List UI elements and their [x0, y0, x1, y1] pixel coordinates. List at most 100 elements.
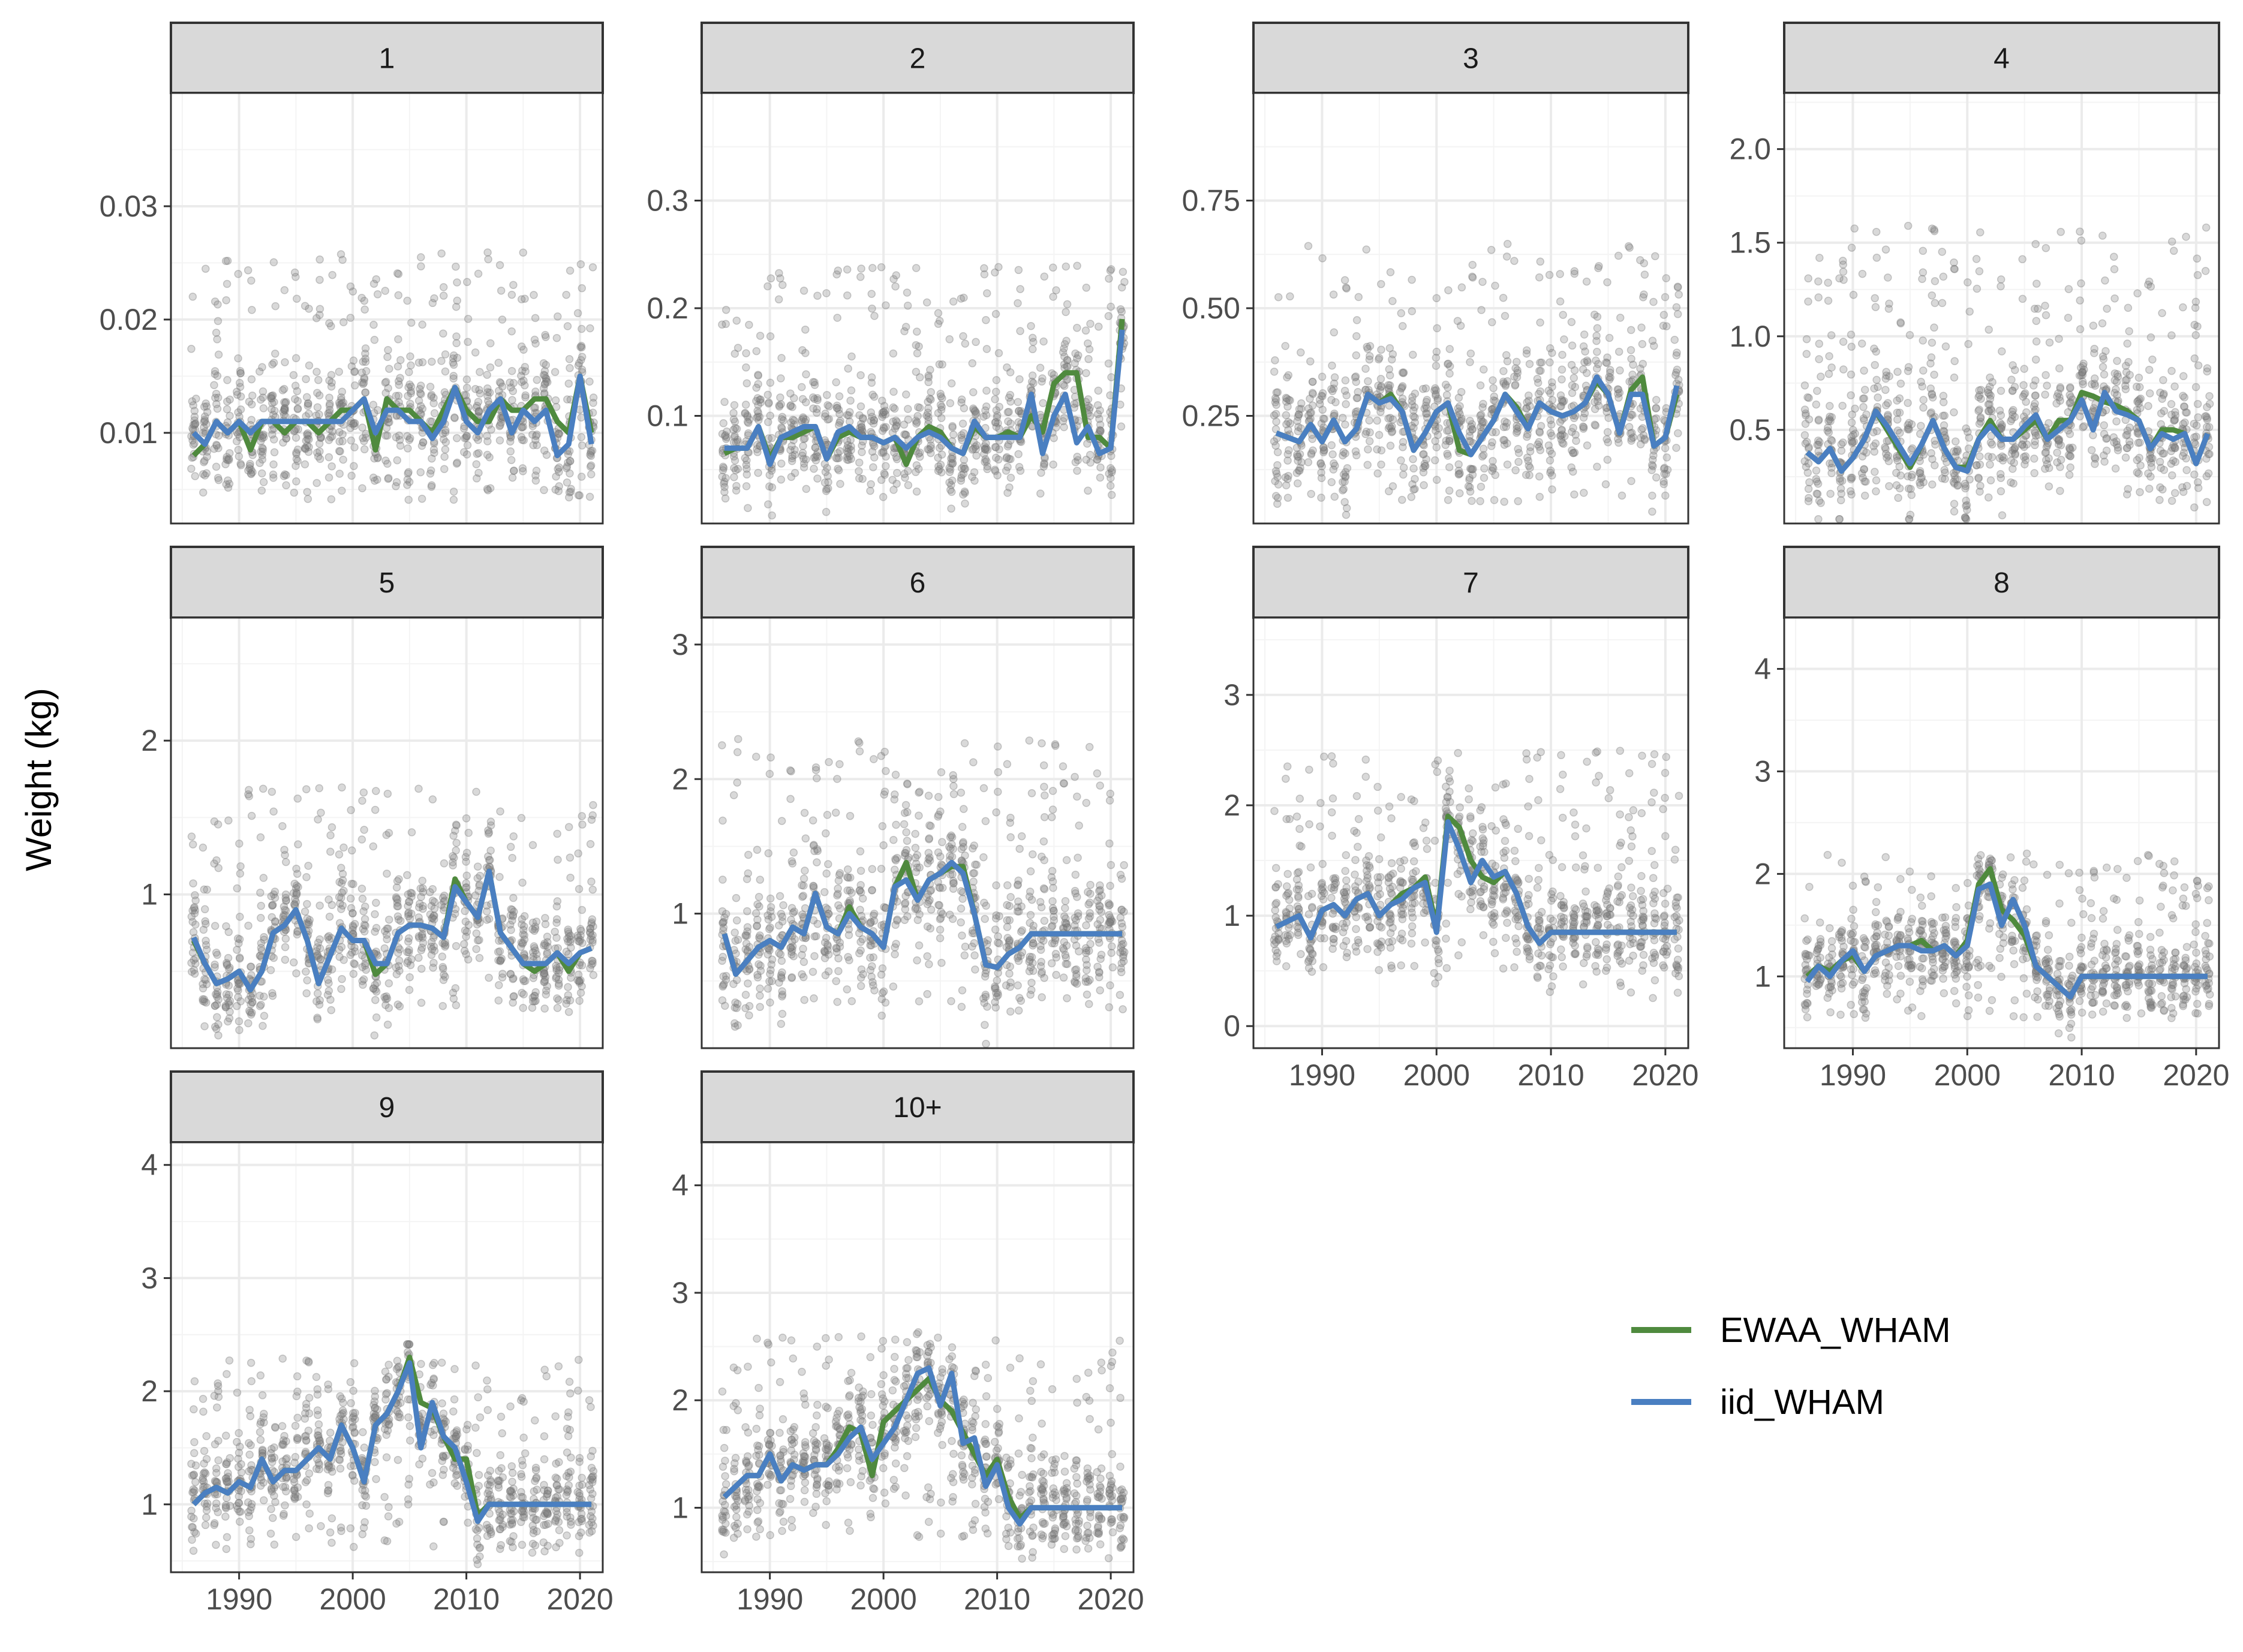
- observation-point: [764, 500, 772, 508]
- observation-point: [1904, 221, 1913, 230]
- observation-point: [959, 332, 967, 341]
- observation-point: [203, 408, 212, 417]
- observation-point: [551, 396, 560, 405]
- observation-point: [1271, 410, 1280, 419]
- observation-point: [868, 390, 877, 399]
- observation-point: [2168, 471, 2176, 480]
- observation-point: [834, 967, 843, 976]
- observation-point: [763, 282, 772, 291]
- observation-point: [315, 447, 324, 456]
- observation-point: [2144, 402, 2152, 410]
- observation-point: [721, 494, 730, 503]
- observation-point: [786, 766, 795, 775]
- observation-point: [281, 358, 289, 366]
- observation-point: [937, 405, 946, 414]
- observation-point: [774, 295, 783, 304]
- observation-point: [221, 257, 230, 266]
- observation-point: [393, 877, 402, 886]
- observation-point: [483, 486, 492, 495]
- observation-point: [452, 838, 461, 847]
- observation-point: [453, 278, 461, 287]
- observation-point: [2031, 240, 2040, 248]
- observation-point: [302, 393, 311, 402]
- observation-point: [1107, 265, 1116, 273]
- observation-point: [338, 430, 347, 438]
- observation-point: [1824, 278, 1832, 287]
- observation-point: [202, 399, 210, 408]
- observation-point: [1872, 487, 1880, 496]
- observation-point: [292, 864, 300, 873]
- observation-point: [718, 982, 727, 991]
- observation-point: [518, 989, 526, 997]
- observation-point: [303, 914, 312, 923]
- observation-point: [755, 902, 763, 911]
- observation-point: [403, 476, 412, 484]
- observation-point: [776, 950, 785, 959]
- observation-point: [279, 408, 288, 416]
- observation-point: [585, 377, 594, 386]
- observation-point: [589, 801, 597, 810]
- observation-point: [348, 287, 357, 296]
- observation-point: [440, 465, 449, 473]
- observation-point: [212, 856, 221, 865]
- observation-point: [730, 1022, 739, 1031]
- observation-point: [1491, 471, 1500, 479]
- observation-point: [2159, 376, 2167, 384]
- observation-point: [278, 386, 287, 395]
- observation-point: [1397, 456, 1405, 465]
- observation-point: [476, 368, 484, 377]
- observation-point: [982, 316, 990, 324]
- observation-point: [993, 413, 1002, 422]
- observation-point: [1492, 428, 1501, 437]
- observation-point: [370, 336, 379, 344]
- observation-point: [280, 404, 289, 413]
- observation-point: [247, 466, 255, 474]
- observation-point: [1661, 293, 1670, 302]
- observation-point: [471, 348, 480, 357]
- observation-point: [214, 444, 223, 453]
- observation-point: [279, 472, 288, 480]
- observation-point: [528, 997, 537, 1006]
- observation-point: [1003, 453, 1011, 462]
- observation-point: [813, 474, 822, 483]
- observation-point: [357, 884, 366, 893]
- observation-point: [2202, 223, 2211, 232]
- observation-point: [369, 320, 378, 329]
- observation-point: [1558, 375, 1566, 384]
- observation-point: [1307, 408, 1315, 417]
- observation-point: [2041, 371, 2050, 380]
- observation-point: [1503, 460, 1512, 469]
- observation-point: [924, 416, 933, 425]
- observation-point: [1002, 467, 1011, 475]
- observation-point: [1490, 496, 1499, 504]
- observation-point: [937, 414, 946, 422]
- observation-point: [259, 478, 268, 486]
- observation-point: [540, 486, 548, 495]
- observation-point: [566, 873, 575, 882]
- observation-point: [255, 459, 264, 467]
- observation-point: [293, 294, 301, 303]
- observation-point: [357, 368, 366, 377]
- observation-point: [281, 890, 290, 899]
- observation-point: [2008, 407, 2016, 416]
- observation-point: [1377, 345, 1385, 354]
- observation-point: [200, 402, 209, 411]
- y-tick-label: 0.02: [100, 303, 158, 336]
- observation-point: [1316, 400, 1324, 408]
- observation-point: [1648, 491, 1656, 500]
- observation-point: [361, 344, 370, 353]
- observation-point: [418, 877, 427, 885]
- observation-point: [314, 815, 322, 824]
- observation-point: [1570, 490, 1578, 499]
- observation-point: [509, 893, 518, 902]
- observation-point: [1804, 497, 1813, 505]
- observation-point: [2145, 485, 2154, 493]
- observation-point: [1499, 435, 1508, 444]
- observation-point: [1339, 486, 1347, 495]
- observation-point: [281, 406, 289, 415]
- observation-point: [1445, 369, 1454, 378]
- observation-point: [1073, 467, 1081, 475]
- observation-point: [417, 893, 425, 901]
- observation-point: [214, 393, 223, 402]
- observation-point: [257, 914, 265, 922]
